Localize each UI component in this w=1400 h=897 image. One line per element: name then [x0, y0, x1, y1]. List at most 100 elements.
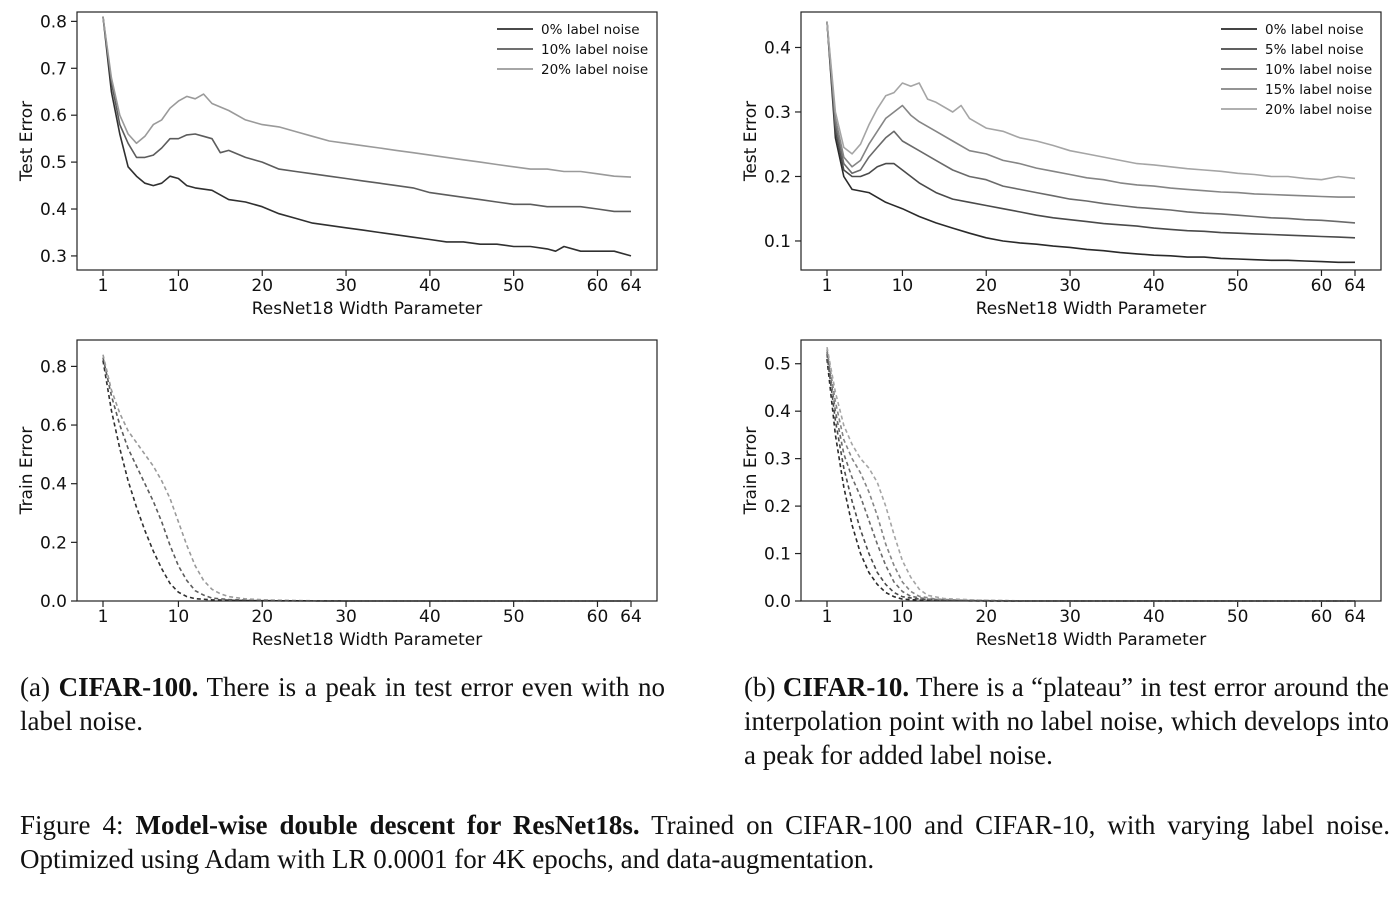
x-tick-label: 10 — [892, 607, 914, 627]
x-tick-label: 50 — [503, 276, 525, 296]
y-tick-label: 0.2 — [40, 533, 67, 553]
figure-caption: Figure 4: Model-wise double descent for … — [20, 808, 1390, 876]
y-tick-label: 0.3 — [764, 103, 791, 123]
y-tick-label: 0.2 — [764, 497, 791, 517]
figure-caption-text: Trained on CIFAR-100 and CIFAR-10, with … — [20, 810, 1391, 874]
series-line-3 — [826, 349, 1355, 602]
series-line-4 — [826, 346, 1355, 602]
chart-legend: 0% label noise 5% label noise 10% label no… — [1221, 22, 1372, 118]
plot-frame — [800, 11, 1382, 271]
legend-entry: 20% label noise — [541, 62, 648, 78]
caption-b-title: CIFAR-10. — [782, 672, 910, 702]
legend-entry: 10% label noise — [1265, 62, 1372, 78]
x-tick-label: 20 — [251, 276, 273, 296]
legend-entry: 20% label noise — [1265, 102, 1372, 118]
y-tick-label: 0.1 — [764, 232, 791, 252]
y-tick-label: 0.3 — [40, 247, 67, 267]
x-axis-label: ResNet18 Width Parameter — [252, 630, 482, 650]
x-tick-label: 50 — [1227, 276, 1249, 296]
plot-frame — [800, 339, 1382, 602]
x-tick-label: 10 — [168, 607, 190, 627]
x-tick-label: 64 — [1344, 607, 1366, 627]
chart-panel-top-right: 1 10 20 30 40 50 60 64 0.1 0.2 0.3 0.4 ResNet18 Widt… — [741, 11, 1382, 319]
figure-charts: 1 10 20 30 40 50 60 64 0.3 0.4 0.5 0.6 0.7 0.8 ResNet1… — [17, 11, 1382, 650]
x-tick-label: 40 — [419, 276, 441, 296]
caption-a-title: CIFAR-100. — [58, 672, 199, 702]
legend-entry: 10% label noise — [541, 42, 648, 58]
x-tick-label: 20 — [251, 607, 273, 627]
chart-panel-top-left: 1 10 20 30 40 50 60 64 0.3 0.4 0.5 0.6 0.7 0.8 ResNet1… — [17, 11, 658, 319]
plot-frame — [76, 339, 658, 602]
series-line-0 — [826, 21, 1355, 264]
y-axis-label: Train Error — [17, 427, 37, 516]
x-tick-label: 40 — [1143, 276, 1165, 296]
x-axis-label: ResNet18 Width Parameter — [252, 299, 482, 319]
x-tick-label: 10 — [168, 276, 190, 296]
x-tick-label: 1 — [822, 276, 833, 296]
legend-entry: 5% label noise — [1265, 42, 1364, 58]
x-tick-label: 30 — [1059, 607, 1081, 627]
x-axis-label: ResNet18 Width Parameter — [976, 630, 1206, 650]
x-tick-label: 60 — [587, 607, 609, 627]
y-tick-label: 0.4 — [40, 200, 67, 220]
legend-entry: 0% label noise — [1265, 22, 1364, 38]
figure-caption-prefix: Figure 4: — [20, 810, 136, 840]
y-tick-label: 0.6 — [40, 416, 67, 436]
caption-b-prefix: (b) — [744, 672, 783, 702]
chart-legend: 0% label noise 10% label noise 20% label n… — [497, 22, 648, 78]
y-tick-label: 0.3 — [764, 450, 791, 470]
caption-b-text: There is a “plateau” in test error aroun… — [744, 672, 1390, 770]
series-line-0 — [102, 360, 631, 602]
series-line-1 — [102, 16, 631, 213]
x-tick-label: 30 — [1059, 276, 1081, 296]
y-tick-label: 0.8 — [40, 12, 67, 32]
y-tick-label: 0.5 — [764, 355, 791, 375]
x-tick-label: 1 — [822, 607, 833, 627]
series-line-1 — [102, 357, 631, 602]
caption-a-prefix: (a) — [20, 672, 59, 702]
series-line-2 — [826, 21, 1356, 224]
chart-panel-bottom-right: 1 10 20 30 40 50 60 64 0.0 0.1 0.2 0.3 0.4 0.5 ResNet1… — [741, 339, 1382, 650]
series-line-2 — [102, 16, 632, 178]
y-tick-label: 0.5 — [40, 153, 67, 173]
x-tick-label: 40 — [419, 607, 441, 627]
y-tick-label: 0.8 — [40, 357, 67, 377]
y-tick-label: 0.7 — [40, 59, 67, 79]
x-tick-label: 64 — [1344, 276, 1366, 296]
series-line-1 — [826, 354, 1355, 602]
y-axis-label: Test Error — [17, 101, 37, 182]
legend-entry: 15% label noise — [1265, 82, 1372, 98]
series-line-3 — [826, 21, 1355, 198]
legend-entry: 0% label noise — [541, 22, 640, 38]
chart-panel-bottom-left: 1 10 20 30 40 50 60 64 0.0 0.2 0.4 0.6 0.8 ResNet18 W… — [17, 339, 658, 650]
series-line-0 — [826, 358, 1355, 602]
y-tick-label: 0.4 — [764, 38, 791, 58]
x-tick-label: 20 — [975, 607, 997, 627]
y-tick-label: 0.2 — [764, 167, 791, 187]
series-line-4 — [826, 21, 1356, 181]
series-line-1 — [826, 21, 1356, 239]
x-tick-label: 1 — [98, 276, 109, 296]
x-tick-label: 30 — [335, 276, 357, 296]
x-tick-label: 10 — [892, 276, 914, 296]
x-tick-label: 64 — [620, 607, 642, 627]
y-axis-label: Test Error — [741, 101, 761, 182]
plot-frame — [76, 11, 658, 271]
series-line-2 — [826, 351, 1355, 602]
y-tick-label: 0.1 — [764, 545, 791, 565]
caption-a: (a) CIFAR-100. There is a peak in test e… — [20, 670, 665, 738]
caption-a-text: There is a peak in test error even with … — [20, 672, 665, 736]
y-tick-label: 0.0 — [764, 592, 791, 612]
series-line-2 — [102, 354, 631, 602]
x-tick-label: 50 — [503, 607, 525, 627]
figure-caption-title: Model-wise double descent for ResNet18s. — [135, 810, 640, 840]
caption-b: (b) CIFAR-10. There is a “plateau” in te… — [744, 670, 1389, 772]
x-tick-label: 64 — [620, 276, 642, 296]
y-tick-label: 0.0 — [40, 592, 67, 612]
x-tick-label: 1 — [98, 607, 109, 627]
y-tick-label: 0.4 — [764, 402, 791, 422]
y-tick-label: 0.6 — [40, 106, 67, 126]
x-tick-label: 30 — [335, 607, 357, 627]
x-tick-label: 40 — [1143, 607, 1165, 627]
x-tick-label: 60 — [1311, 276, 1333, 296]
